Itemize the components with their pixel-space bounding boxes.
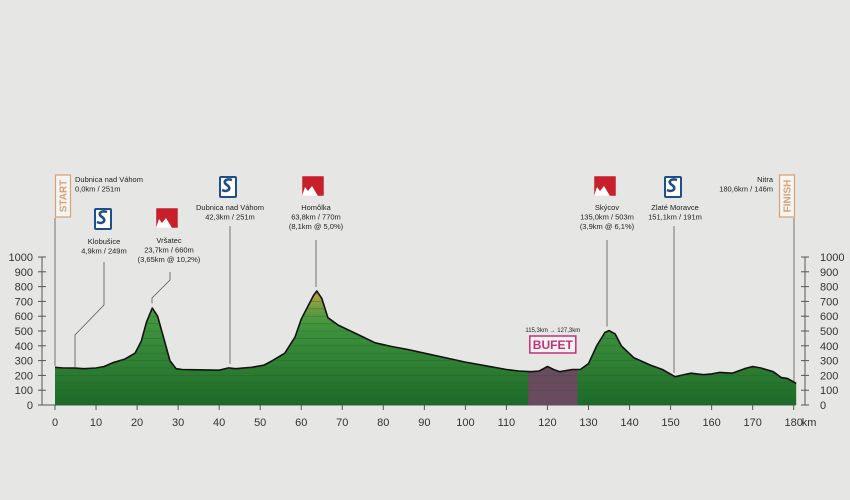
waypoint-label: Nitra <box>757 175 774 184</box>
y-tick-label-left: 400 <box>15 341 33 353</box>
waypoint-label: 63,8km / 770m <box>291 213 341 222</box>
x-tick-label: 30 <box>172 417 184 429</box>
x-tick-label: 110 <box>498 417 516 429</box>
x-tick-label: 80 <box>377 417 389 429</box>
waypoint-label: 23,7km / 660m <box>144 246 194 255</box>
x-tick-label: 120 <box>538 417 556 429</box>
x-tick-label: 150 <box>661 417 679 429</box>
y-tick-label-right: 1000 <box>820 252 844 264</box>
start-label: START <box>59 180 70 213</box>
y-tick-label-right: 500 <box>820 326 838 338</box>
y-tick-label-left: 200 <box>15 370 33 382</box>
finish-label: FINISH <box>783 180 794 213</box>
y-tick-label-right: 800 <box>820 282 838 294</box>
y-tick-label-left: 900 <box>15 267 33 279</box>
feed-zone-area <box>528 291 578 405</box>
x-tick-label: 40 <box>213 417 225 429</box>
waypoint-label: 0,0km / 251m <box>75 185 120 194</box>
y-tick-label-right: 100 <box>820 385 838 397</box>
waypoint-label: 42,3km / 251m <box>205 213 255 222</box>
y-tick-label-left: 500 <box>15 326 33 338</box>
waypoint-label: Vršatec <box>156 236 181 245</box>
y-tick-label-left: 0 <box>27 400 33 412</box>
x-tick-label: 70 <box>336 417 348 429</box>
y-tick-label-left: 600 <box>15 311 33 323</box>
y-tick-label-right: 300 <box>820 356 838 368</box>
x-tick-label: 10 <box>90 417 102 429</box>
waypoint-label: 180,6km / 146m <box>719 185 773 194</box>
feed-zone-badge <box>529 335 577 354</box>
waypoint-label: 151,1km / 191m <box>648 213 702 222</box>
finish-badge <box>778 174 796 218</box>
feed-zone-range-label: 115,3km → 127,3km <box>525 328 580 334</box>
y-tick-label-left: 700 <box>15 296 33 308</box>
y-tick-label-right: 600 <box>820 311 838 323</box>
climb-icon <box>593 175 617 197</box>
waypoint-label: (8,1km @ 5,0%) <box>289 222 344 231</box>
x-tick-label: 60 <box>295 417 307 429</box>
start-badge <box>54 174 72 218</box>
climb-icon <box>301 175 325 197</box>
x-unit-label: km <box>802 417 817 429</box>
leader-line <box>74 262 105 368</box>
x-tick-label: 180 <box>785 417 803 429</box>
waypoint-label: Homôlka <box>301 203 331 212</box>
waypoint-label: Dubnica nad Váhom <box>75 175 143 184</box>
x-tick-label: 160 <box>702 417 720 429</box>
x-tick-label: 20 <box>131 417 143 429</box>
x-tick-label: 0 <box>52 417 58 429</box>
y-tick-label-right: 400 <box>820 341 838 353</box>
x-tick-label: 90 <box>418 417 430 429</box>
x-tick-label: 130 <box>579 417 597 429</box>
waypoint-label: Skýcov <box>595 203 619 212</box>
waypoint-label: 4,9km / 249m <box>81 247 126 256</box>
sprint-icon <box>94 208 112 230</box>
y-tick-label-left: 300 <box>15 356 33 368</box>
waypoint-label: 135,0km / 503m <box>580 213 634 222</box>
y-tick-label-left: 1000 <box>9 252 33 264</box>
elevation-profile-area <box>55 291 797 405</box>
waypoint-label: Zlaté Moravce <box>651 203 699 212</box>
y-tick-label-right: 200 <box>820 370 838 382</box>
waypoint-labels-layer: 115,3km → 127,3km BUFET START FINISH Dubnica… <box>54 174 796 382</box>
y-tick-label-left: 800 <box>15 282 33 294</box>
climb-icon <box>155 207 179 229</box>
y-tick-label-right: 900 <box>820 267 838 279</box>
y-tick-label-right: 0 <box>820 400 826 412</box>
x-tick-label: 170 <box>743 417 761 429</box>
waypoint-label: (3,65km @ 10,2%) <box>138 255 201 264</box>
feed-zone-label: BUFET <box>533 338 574 352</box>
leader-line <box>151 272 171 304</box>
x-tick-label: 50 <box>254 417 266 429</box>
y-tick-label-left: 100 <box>15 385 33 397</box>
x-tick-label: 100 <box>456 417 474 429</box>
sprint-icon <box>664 176 682 198</box>
waypoint-label: Dubnica nad Váhom <box>196 203 264 212</box>
waypoint-label: (3,9km @ 6,1%) <box>580 222 635 231</box>
sprint-icon <box>219 176 237 198</box>
y-tick-label-right: 700 <box>820 296 838 308</box>
waypoint-label: Klobušice <box>88 237 121 246</box>
x-tick-label: 140 <box>620 417 638 429</box>
